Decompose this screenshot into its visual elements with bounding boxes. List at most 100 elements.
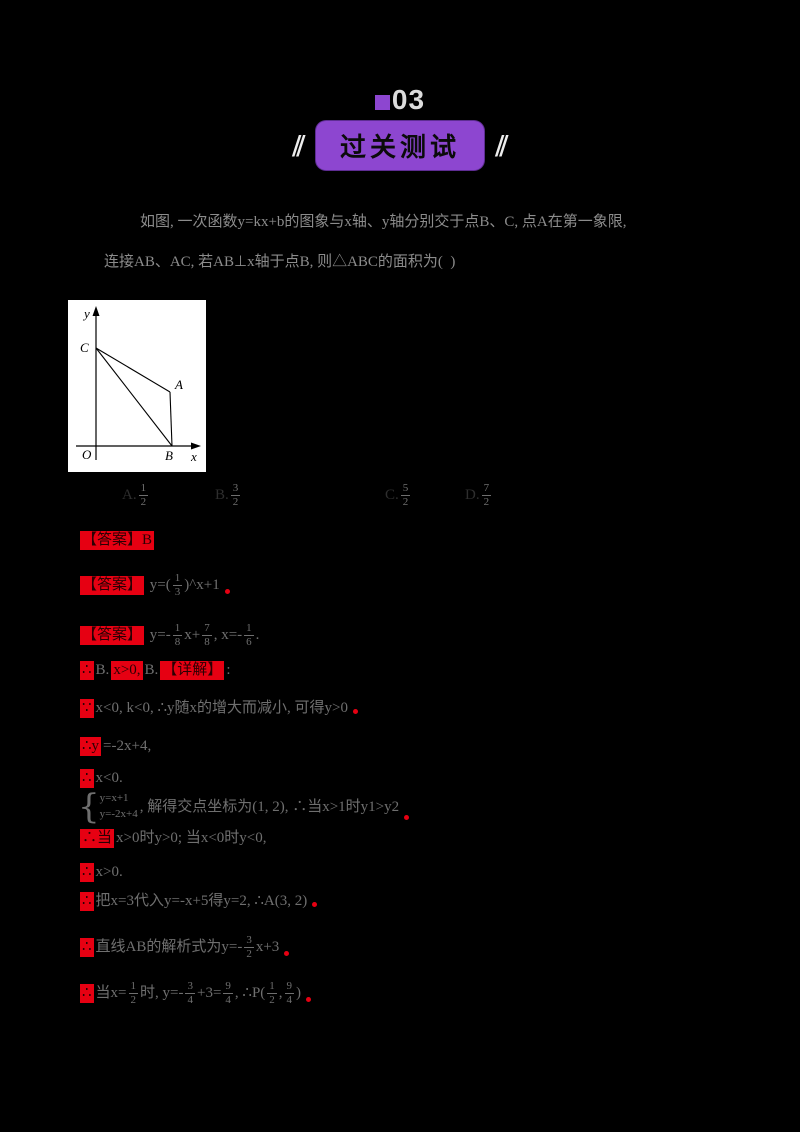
fraction-numerator: 3 bbox=[246, 934, 252, 946]
option-b: B. 3 2 bbox=[215, 482, 241, 508]
answer-line: 【答案】 y=(1 3)^x+1 bbox=[80, 572, 230, 598]
fraction-denominator: 2 bbox=[400, 494, 411, 508]
math-text: 时, y=- bbox=[140, 985, 184, 1002]
math-text: , ∴P( bbox=[234, 985, 266, 1002]
brace-icon: { bbox=[78, 787, 100, 827]
red-period-icon bbox=[352, 709, 358, 714]
math-text: 把x=3代入y=-x+5得y=2, ∴A(3, 2) bbox=[95, 893, 308, 909]
fraction-numerator: 1 bbox=[269, 980, 275, 992]
fraction-numerator: 9 bbox=[286, 980, 293, 992]
math-text: : bbox=[226, 662, 231, 678]
decor-slash-right-icon: ∥ bbox=[491, 133, 512, 158]
equation-bottom: y=-2x+4 bbox=[99, 808, 138, 820]
answer-highlight: ∴ bbox=[80, 937, 94, 957]
fraction-numerator: 5 bbox=[402, 482, 409, 494]
fraction-denominator: 2 bbox=[267, 992, 277, 1006]
answer-line: ∴ x<0. bbox=[80, 768, 123, 788]
coordinate-figure-svg: y x O C A B bbox=[76, 306, 201, 464]
math-text: , bbox=[278, 985, 283, 1002]
equation-system-rows: y=x+1 y=-2x+4 bbox=[100, 791, 138, 823]
answer-highlight: ∵ bbox=[80, 698, 94, 718]
math-text: +3= bbox=[196, 985, 222, 1002]
red-period-icon bbox=[312, 902, 318, 907]
fraction-denominator: 2 bbox=[244, 946, 254, 960]
section-title: 过关测试 bbox=[339, 133, 460, 163]
fraction-numerator: 7 bbox=[483, 482, 490, 494]
header: 03 ∥ 过关测试 ∥ bbox=[0, 84, 800, 170]
answer-highlight: ∴ bbox=[80, 862, 94, 882]
answer-line: ∴当 x>0时y>0; 当x<0时y<0, bbox=[80, 828, 267, 848]
answer-line: {y=x+1 y=-2x+4, 解得交点坐标为(1, 2), ∴当x>1时y1>y… bbox=[78, 790, 410, 824]
label-origin: O bbox=[82, 447, 92, 462]
accent-square bbox=[374, 95, 390, 110]
math-text: 如图, 一次函数y=kx+b的图象与x轴、y轴分别交于点B、C, 点A在第一象限… bbox=[140, 214, 627, 230]
math-text: B. bbox=[215, 487, 229, 504]
answer-highlight: ∴ bbox=[80, 660, 94, 680]
equation-top: y=x+1 bbox=[99, 792, 129, 805]
fraction-denominator: 8 bbox=[202, 634, 212, 648]
fraction-numerator: 1 bbox=[130, 980, 137, 992]
option-c: C. 5 2 bbox=[385, 482, 411, 508]
fraction-denominator: 4 bbox=[284, 992, 295, 1006]
coordinate-figure: y x O C A B bbox=[68, 300, 206, 472]
math-text: ) bbox=[296, 985, 302, 1002]
label-point-c: C bbox=[80, 340, 89, 355]
fraction-numerator: 7 bbox=[204, 622, 210, 634]
math-text: C. bbox=[385, 487, 399, 504]
answer-highlight: 【答案】 bbox=[80, 625, 145, 645]
red-period-icon bbox=[224, 589, 230, 595]
math-text: . bbox=[255, 627, 260, 644]
label-y: y bbox=[82, 306, 90, 321]
answer-highlight: ∴ bbox=[80, 768, 94, 788]
fraction-denominator: 2 bbox=[128, 992, 139, 1006]
answer-highlight: ∴当 bbox=[80, 828, 115, 848]
fraction-denominator: 2 bbox=[481, 494, 492, 508]
math-text: =-2x+4, bbox=[103, 738, 152, 754]
answer-highlight: ∴ bbox=[80, 891, 94, 911]
section-number-row: 03 bbox=[0, 84, 800, 114]
segment-cb bbox=[95, 347, 173, 447]
fraction-denominator: 6 bbox=[244, 634, 254, 648]
decor-slash-left-icon: ∥ bbox=[288, 133, 309, 158]
fraction-numerator: 1 bbox=[246, 622, 252, 634]
answer-highlight: x>0, bbox=[111, 660, 143, 680]
math-text: 连接AB、AC, 若AB⊥x轴于点B, 则△ABC的面积为( ) bbox=[104, 254, 456, 270]
math-text: A. bbox=[122, 487, 137, 504]
math-text: x>0. bbox=[95, 864, 123, 880]
label-x: x bbox=[190, 449, 197, 464]
math-text: D. bbox=[465, 487, 480, 504]
fraction-numerator: 1 bbox=[174, 622, 181, 634]
math-text: 直线AB的解析式为y=- bbox=[95, 939, 243, 956]
fraction-numerator: 9 bbox=[225, 980, 231, 992]
red-period-icon bbox=[306, 997, 312, 1003]
math-text: x+ bbox=[184, 627, 201, 644]
math-text: x<0. bbox=[95, 770, 123, 786]
fraction-numerator: 3 bbox=[187, 980, 193, 992]
answer-line: 【答案】 y=- 1 8 x+ 7 8, x=- 1 6. bbox=[80, 622, 259, 648]
fraction-denominator: 4 bbox=[223, 992, 233, 1006]
problem-text-line: 如图, 一次函数y=kx+b的图象与x轴、y轴分别交于点B、C, 点A在第一象限… bbox=[140, 212, 627, 232]
math-text: x>0时y>0; 当x<0时y<0, bbox=[116, 830, 267, 846]
math-text: B. bbox=[144, 662, 159, 678]
answer-line: 【答案】B bbox=[80, 531, 155, 550]
math-text: x<0, k<0, ∴y随x的增大而减小, 可得y>0 bbox=[95, 700, 348, 716]
answer-highlight: 【答案】 bbox=[80, 575, 145, 595]
segment-ca bbox=[95, 347, 171, 393]
fraction-numerator: 1 bbox=[140, 482, 147, 494]
section-number: 03 bbox=[391, 84, 426, 115]
red-period-icon bbox=[284, 951, 290, 957]
equation-system: {y=x+1 y=-2x+4 bbox=[78, 790, 138, 824]
fraction-denominator: 2 bbox=[138, 494, 149, 508]
section-title-row: ∥ 过关测试 ∥ bbox=[0, 121, 800, 170]
